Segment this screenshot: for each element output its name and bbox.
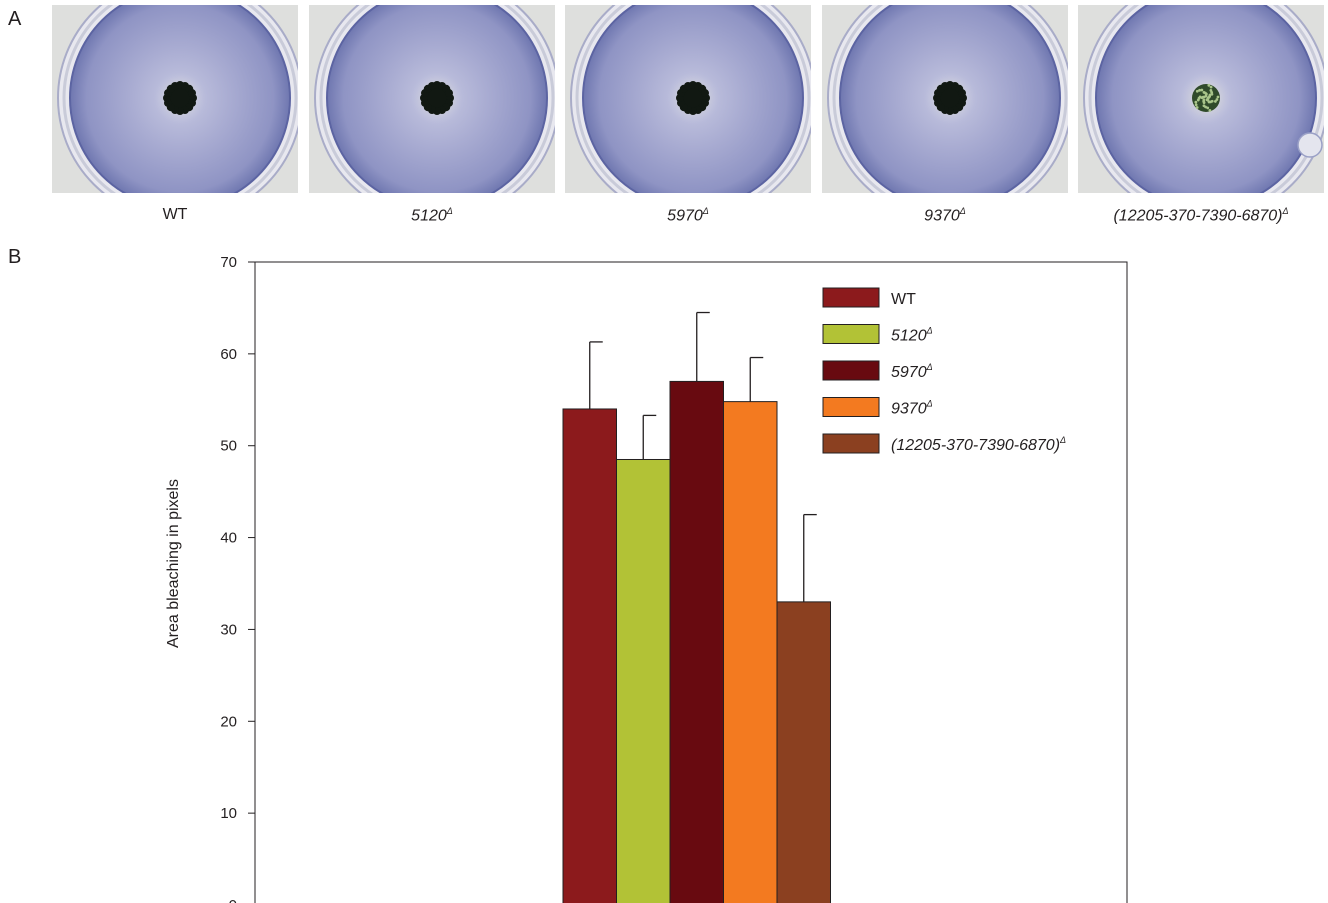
deletion-superscript: Δ — [926, 362, 933, 372]
legend-label: 9370Δ — [891, 399, 933, 418]
bar — [562, 408, 617, 903]
plate-caption: WT — [163, 206, 188, 224]
deletion-superscript: Δ — [1059, 435, 1066, 445]
plate-strain-label: 5970 — [667, 207, 703, 225]
panel-a-label: A — [8, 8, 22, 30]
y-tick-label: 10 — [220, 805, 237, 822]
bar — [723, 401, 778, 903]
legend-swatch — [822, 433, 880, 454]
plate-caption: 5970Δ — [667, 206, 709, 225]
deletion-superscript: Δ — [959, 206, 966, 216]
legend-label: 5970Δ — [891, 362, 933, 381]
y-axis-label: Area bleaching in pixels — [165, 479, 182, 648]
y-tick-label: 0 — [229, 897, 237, 903]
y-tick-label: 20 — [220, 713, 237, 730]
legend-swatch — [822, 287, 880, 308]
legend-label: 5120Δ — [891, 326, 933, 345]
petri-plate-photo — [52, 5, 298, 193]
y-tick-label: 70 — [220, 254, 237, 271]
legend-swatch — [822, 324, 880, 344]
legend-label: (12205-370-7390-6870)Δ — [891, 435, 1066, 454]
petri-plate-photo — [1078, 5, 1324, 193]
deletion-superscript: Δ — [702, 206, 709, 216]
panel-b-label: B — [8, 246, 22, 268]
legend-swatch — [822, 397, 880, 417]
legend-label: WT — [891, 291, 916, 308]
bar — [776, 601, 831, 903]
plate-caption: (12205-370-7390-6870)Δ — [1113, 206, 1288, 225]
plate-caption: 5120Δ — [411, 206, 453, 225]
petri-plate-photo — [822, 5, 1068, 193]
y-tick-label: 40 — [220, 530, 237, 547]
bar — [616, 458, 671, 903]
deletion-superscript: Δ — [446, 206, 453, 216]
plate-strain-label: 5120 — [411, 207, 447, 225]
plot-area-frame — [254, 261, 1128, 903]
deletion-superscript: Δ — [926, 326, 933, 336]
plate-strain-label: (12205-370-7390-6870) — [1113, 207, 1283, 225]
bar — [669, 380, 724, 903]
plate-caption: 9370Δ — [924, 206, 966, 225]
petri-plate-photo — [565, 5, 811, 193]
deletion-superscript: Δ — [1282, 206, 1289, 216]
y-tick-label: 60 — [220, 346, 237, 363]
y-tick-label: 30 — [220, 621, 237, 638]
legend-swatch — [822, 360, 880, 381]
plate-strain-label: WT — [162, 206, 188, 223]
petri-plate-photo — [309, 5, 555, 193]
deletion-superscript: Δ — [926, 399, 933, 409]
y-tick-label: 50 — [220, 438, 237, 455]
plate-strain-label: 9370 — [924, 207, 960, 225]
